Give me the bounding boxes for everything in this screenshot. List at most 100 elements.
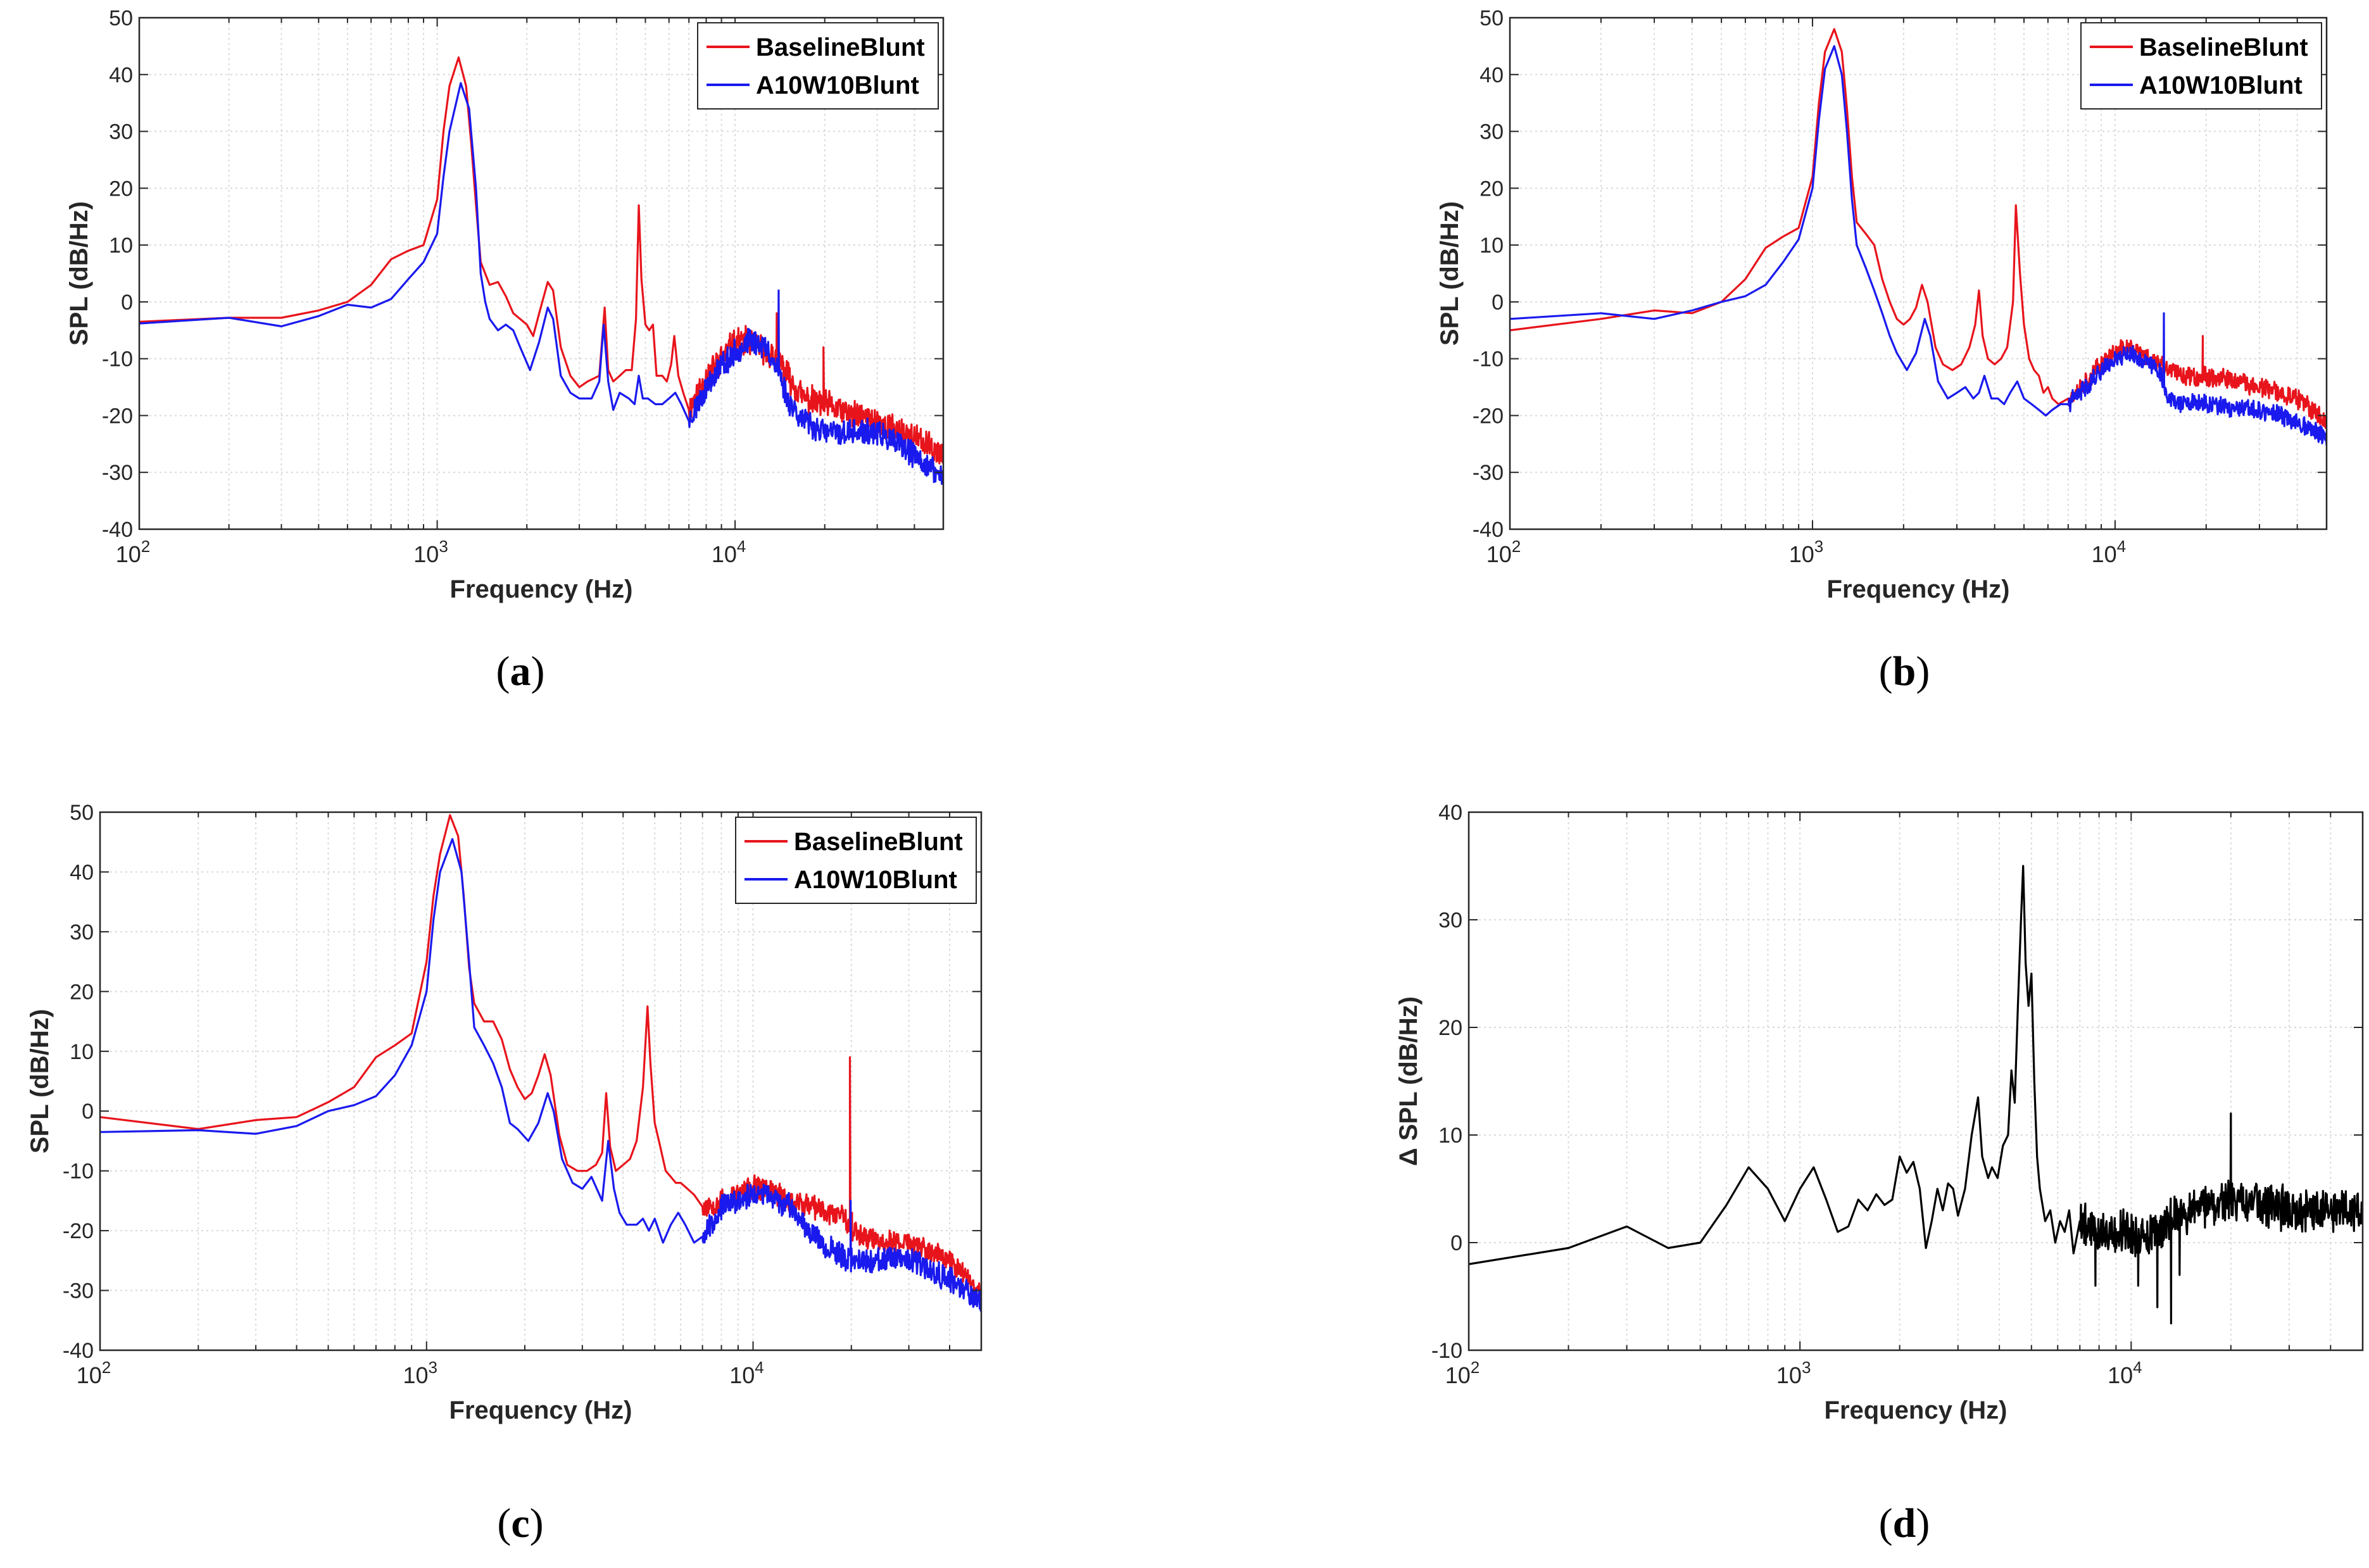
y-tick-label: 10 — [70, 1040, 94, 1064]
y-tick-label: 50 — [109, 6, 133, 30]
y-tick-label: 20 — [109, 177, 133, 201]
x-tick-base: 10 — [403, 1362, 428, 1388]
x-tick-label: 103 — [403, 1358, 437, 1388]
x-axis-label: Frequency (Hz) — [450, 575, 633, 603]
series-line-1 — [1510, 28, 2327, 429]
x-tick-exponent: 2 — [1512, 537, 1521, 556]
y-tick-label: 40 — [1480, 63, 1504, 87]
x-tick-base: 10 — [1789, 541, 1814, 567]
series-line-2 — [1510, 45, 2327, 446]
x-tick-base: 10 — [77, 1362, 102, 1388]
x-tick-label: 104 — [712, 537, 746, 567]
x-tick-exponent: 4 — [755, 1358, 763, 1377]
y-tick-label: -40 — [63, 1339, 94, 1363]
x-tick-label: 102 — [116, 537, 151, 567]
x-tick-base: 10 — [712, 541, 737, 567]
y-tick-label: 20 — [1480, 177, 1504, 201]
x-tick-exponent: 4 — [737, 537, 746, 556]
legend-label: BaselineBlunt — [756, 34, 925, 61]
y-tick-label: 20 — [1438, 1016, 1462, 1040]
plot-area — [1469, 812, 2363, 1350]
y-tick-label: -40 — [1473, 518, 1504, 542]
x-tick-exponent: 2 — [1471, 1358, 1480, 1377]
x-tick-label: 102 — [1445, 1358, 1480, 1388]
y-tick-label: 50 — [70, 801, 94, 825]
y-tick-label: 10 — [1480, 234, 1504, 258]
x-axis-label: Frequency (Hz) — [1827, 575, 2010, 603]
series-line-1 — [1469, 865, 2363, 1325]
y-tick-label: 0 — [82, 1100, 94, 1124]
series-group — [1469, 865, 2363, 1325]
x-axis-label: Frequency (Hz) — [1825, 1396, 2008, 1424]
y-tick-label: 0 — [121, 291, 133, 315]
axes-frame — [138, 16, 945, 530]
x-tick-exponent: 2 — [102, 1358, 111, 1377]
legend: BaselineBlunt A10W10Blunt — [697, 22, 939, 110]
x-tick-base: 10 — [2092, 541, 2117, 567]
legend-box — [735, 817, 977, 904]
y-tick-label: -20 — [1473, 404, 1504, 428]
y-tick-label: -30 — [102, 461, 133, 485]
series-line-1 — [139, 56, 943, 465]
y-axis-label: Δ SPL (dB/Hz) — [1395, 996, 1423, 1166]
series-group — [1510, 28, 2327, 446]
y-tick-label: 40 — [70, 860, 94, 884]
panel-b: 102 103 104-40-30-20-1001020304050Frequenc… — [1436, 6, 2328, 694]
y-tick-label: 40 — [1438, 801, 1462, 825]
x-tick-exponent: 4 — [2133, 1358, 2142, 1377]
y-tick-label: -20 — [63, 1219, 94, 1243]
y-tick-label: 30 — [109, 120, 133, 144]
legend-label: A10W10Blunt — [2139, 72, 2303, 99]
x-tick-exponent: 3 — [439, 537, 448, 556]
x-tick-exponent: 4 — [2117, 537, 2126, 556]
x-tick-exponent: 2 — [141, 537, 150, 556]
legend-box — [697, 22, 939, 110]
axes-frame — [1467, 811, 2364, 1352]
y-tick-label: -20 — [102, 404, 133, 428]
y-axis-label: SPL (dB/Hz) — [1436, 201, 1464, 346]
y-tick-label: 50 — [1480, 6, 1504, 30]
x-tick-base: 10 — [116, 541, 141, 567]
panel-label: (b) — [1879, 648, 1930, 694]
panel-label: (c) — [497, 1500, 543, 1546]
y-tick-label: 30 — [1480, 120, 1504, 144]
x-tick-exponent: 3 — [1814, 537, 1823, 556]
legend-label: A10W10Blunt — [756, 72, 919, 99]
y-tick-label: -10 — [63, 1160, 94, 1184]
x-tick-label: 103 — [413, 537, 448, 567]
x-tick-label: 103 — [1776, 1358, 1811, 1388]
panel-a: 102 103 104-40-30-20-1001020304050Frequenc… — [65, 6, 945, 694]
y-tick-label: 30 — [70, 920, 94, 944]
x-tick-exponent: 3 — [1802, 1358, 1811, 1377]
x-axis-label: Frequency (Hz) — [449, 1396, 632, 1424]
panel-label: (a) — [496, 648, 545, 694]
y-axis-label: SPL (dB/Hz) — [26, 1009, 54, 1153]
x-tick-base: 10 — [2108, 1362, 2133, 1388]
y-tick-label: 40 — [109, 63, 133, 87]
axes-frame — [99, 811, 983, 1352]
series-line-2 — [139, 82, 943, 485]
y-tick-label: 10 — [109, 234, 133, 258]
y-tick-label: -10 — [102, 348, 133, 372]
x-tick-base: 10 — [1776, 1362, 1802, 1388]
x-tick-exponent: 3 — [429, 1358, 437, 1377]
x-tick-base: 10 — [1486, 541, 1512, 567]
y-tick-label: 0 — [1492, 291, 1504, 315]
y-tick-label: 30 — [1438, 908, 1462, 932]
y-tick-label: -40 — [102, 518, 133, 542]
legend-label: A10W10Blunt — [794, 866, 957, 894]
legend-label: BaselineBlunt — [794, 828, 963, 856]
y-tick-label: -10 — [1431, 1339, 1462, 1363]
x-tick-label: 102 — [1486, 537, 1521, 567]
grid — [100, 812, 981, 1350]
x-tick-base: 10 — [1445, 1362, 1471, 1388]
y-tick-label: 10 — [1438, 1124, 1462, 1148]
series-group — [139, 56, 943, 485]
legend-label: BaselineBlunt — [2139, 34, 2308, 61]
x-tick-label: 104 — [729, 1358, 764, 1388]
panel-label: (d) — [1879, 1500, 1930, 1546]
series-line-2 — [100, 837, 981, 1312]
grid — [1469, 812, 2363, 1350]
